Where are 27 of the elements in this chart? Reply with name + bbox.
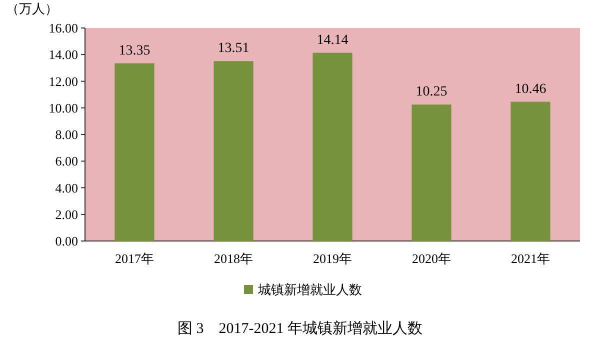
bar: [412, 104, 452, 241]
y-tick-label: 8.00: [55, 127, 78, 142]
x-tick-label: 2017年: [115, 251, 154, 266]
x-tick-label: 2020年: [412, 251, 451, 266]
data-label: 13.51: [218, 41, 250, 56]
data-label: 10.25: [416, 84, 448, 100]
y-tick-label: 2.00: [55, 206, 78, 222]
data-label: 13.35: [118, 43, 150, 58]
legend-label: 城镇新增就业人数: [257, 282, 362, 297]
x-tick-label: 2021年: [511, 251, 550, 266]
x-tick-label: 2018年: [214, 251, 253, 266]
y-tick-label: 0.00: [55, 234, 78, 248]
y-axis-title: （万人）: [6, 1, 58, 16]
bar: [114, 63, 154, 241]
bar: [214, 61, 254, 241]
y-tick-label: 14.00: [48, 47, 78, 62]
y-tick-label: 6.00: [55, 154, 78, 169]
data-label: 10.46: [514, 82, 546, 97]
y-tick-label: 4.00: [55, 180, 78, 196]
x-tick-label: 2019年: [313, 251, 352, 266]
text: 图 3 2017-2021 年城镇新增就业人数: [178, 320, 422, 337]
y-tick-label: 10.00: [48, 100, 78, 116]
data-label: 14.14: [316, 32, 348, 48]
y-tick-label: 12.00: [48, 74, 78, 89]
bar: [510, 102, 550, 241]
bar: [312, 52, 352, 241]
y-tick-label: 16.00: [48, 20, 78, 36]
